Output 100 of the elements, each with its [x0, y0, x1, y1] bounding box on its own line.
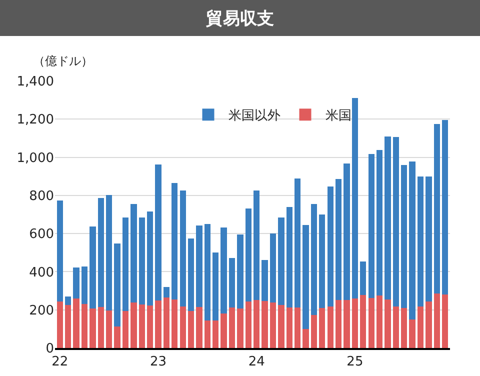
bar	[442, 294, 448, 348]
bar	[106, 310, 112, 348]
bar	[401, 164, 408, 308]
bar	[220, 228, 227, 314]
bar	[302, 328, 309, 348]
bar	[278, 217, 284, 306]
bar	[327, 186, 334, 307]
bar	[245, 301, 252, 348]
legend-label: 米国以外	[228, 108, 280, 124]
bar	[286, 307, 292, 348]
chart-title: 貿易収支	[0, 0, 480, 36]
bar	[368, 298, 374, 348]
bar	[146, 306, 154, 348]
bar	[310, 204, 318, 316]
bar	[122, 217, 129, 311]
bar	[65, 296, 72, 306]
bar	[163, 286, 170, 298]
bar	[262, 301, 268, 348]
bar	[335, 179, 342, 300]
x-tick-label: 24	[248, 354, 265, 370]
bar	[417, 176, 424, 307]
bar	[254, 190, 260, 300]
bar	[344, 163, 350, 300]
bar	[254, 300, 260, 348]
bar	[196, 225, 202, 307]
y-tick-label: 1,200	[16, 112, 54, 128]
bar	[228, 308, 236, 348]
bar	[426, 302, 432, 348]
bar	[122, 311, 129, 348]
bar	[335, 300, 342, 348]
bar	[352, 298, 358, 348]
bar	[81, 304, 88, 348]
bar	[98, 198, 104, 307]
bar	[228, 258, 236, 308]
y-tick-label: 1,000	[16, 150, 54, 166]
x-tick-label: 23	[150, 354, 167, 370]
bar	[327, 306, 334, 348]
bar	[155, 300, 162, 348]
bar	[172, 183, 178, 300]
bar	[188, 311, 194, 348]
bar	[392, 137, 399, 307]
bar	[237, 234, 244, 308]
bar	[245, 208, 252, 302]
bar	[220, 313, 227, 348]
x-tick-label: 25	[346, 354, 364, 370]
x-tick-label: 22	[52, 354, 68, 370]
bar	[98, 307, 104, 348]
bar	[409, 319, 416, 348]
bar	[237, 308, 244, 348]
bar	[376, 150, 383, 296]
y-tick-label: 200	[29, 303, 54, 318]
bar	[270, 302, 276, 348]
bar	[360, 294, 366, 348]
bar	[212, 252, 219, 321]
bar	[409, 162, 416, 320]
bar	[376, 295, 383, 348]
bar	[344, 300, 350, 348]
bar	[434, 124, 440, 294]
bar	[319, 214, 326, 308]
bar	[56, 200, 63, 302]
bar	[56, 301, 63, 348]
bar	[196, 307, 202, 348]
y-tick-label: 600	[29, 227, 54, 242]
bar	[146, 212, 154, 306]
bar	[310, 315, 318, 348]
bar	[172, 299, 178, 348]
bar	[302, 224, 309, 329]
bar	[392, 306, 399, 348]
bar	[384, 299, 391, 348]
bar	[360, 262, 366, 295]
bar	[286, 207, 292, 308]
bar	[319, 308, 326, 348]
bar	[352, 98, 358, 299]
bar	[434, 293, 440, 348]
legend-label: 米国	[325, 108, 352, 124]
bar	[73, 298, 80, 348]
bar	[130, 204, 137, 302]
y-axis-title: （億ドル）	[33, 54, 93, 68]
y-tick-label: 0	[46, 342, 54, 357]
bar	[294, 178, 301, 308]
bar	[138, 217, 145, 305]
bar	[180, 190, 186, 307]
bar	[204, 320, 210, 348]
bar	[401, 308, 408, 348]
bar	[90, 226, 96, 309]
bar	[204, 224, 210, 321]
bar	[180, 306, 186, 348]
bar	[81, 266, 88, 304]
y-tick-label: 400	[29, 265, 54, 280]
bar	[278, 305, 284, 348]
bar	[155, 164, 162, 301]
bar	[188, 238, 194, 311]
bar	[90, 308, 96, 348]
bar	[138, 304, 145, 348]
bar	[73, 268, 80, 299]
bar	[114, 244, 120, 326]
bar	[426, 176, 432, 302]
y-tick-label: 1,400	[16, 74, 54, 90]
bar	[368, 154, 374, 298]
bar	[212, 320, 219, 348]
